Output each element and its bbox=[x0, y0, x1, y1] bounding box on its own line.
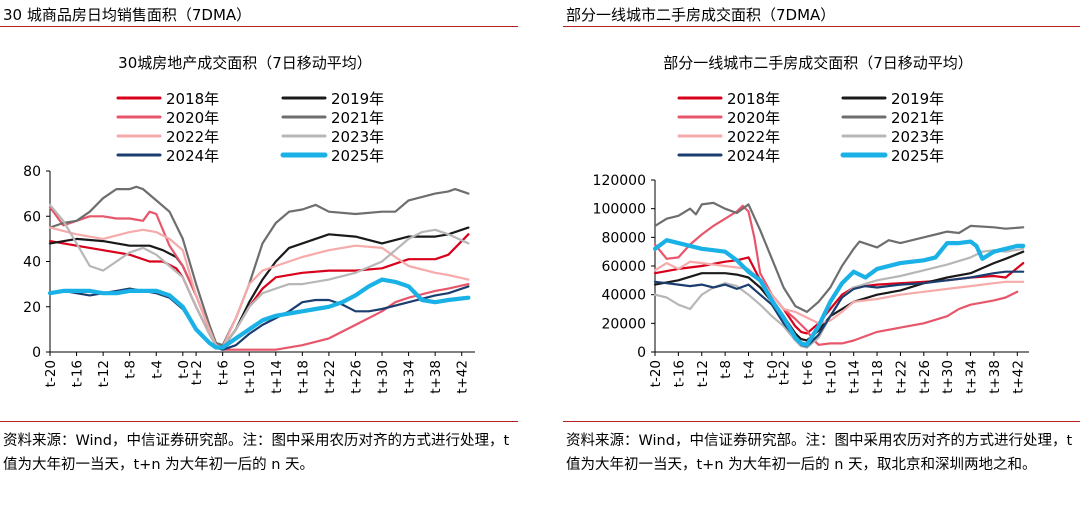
legend-label: 2018年 bbox=[166, 90, 219, 108]
legend-label: 2024年 bbox=[727, 147, 780, 165]
chart-title: 部分一线城市二手房成交面积（7日移动平均） bbox=[663, 54, 973, 72]
source-note: 资料来源：Wind，中信证券研究部。注：图中采用农历对齐的方式进行处理，t 值为… bbox=[566, 433, 1073, 473]
series-line-2021年 bbox=[653, 201, 1025, 313]
legend-label: 2025年 bbox=[891, 147, 944, 165]
x-tick-label: t+34 bbox=[964, 360, 980, 394]
legend-label: 2021年 bbox=[891, 109, 944, 127]
chart-tier1-secondhand-transaction-area: 部分一线城市二手房成交面积（7日移动平均） 2018年 2019年 2020年 2021… bbox=[593, 54, 1029, 394]
panel-header: 部分一线城市二手房成交面积（7DMA） bbox=[566, 6, 836, 24]
x-tick-label: t+6 bbox=[800, 360, 816, 385]
x-tick-label: t+14 bbox=[269, 360, 285, 394]
legend-label: 2020年 bbox=[166, 109, 219, 127]
x-tick-label: t-12 bbox=[96, 360, 112, 387]
legend-label: 2019年 bbox=[331, 90, 384, 108]
x-tick-label: t+30 bbox=[375, 360, 391, 394]
header-divider bbox=[0, 26, 518, 27]
series-line-2024年 bbox=[653, 270, 1025, 348]
legend-label: 2018年 bbox=[727, 90, 780, 108]
x-tick-label: t-8 bbox=[718, 360, 734, 379]
x-tick-label: t-0 bbox=[176, 360, 192, 379]
x-tick-label: t-0 bbox=[765, 360, 781, 379]
series-line-2025年 bbox=[47, 277, 471, 350]
y-tick-label: 100000 bbox=[593, 202, 646, 218]
x-tick-label: t-16 bbox=[671, 360, 687, 387]
legend-label: 2023年 bbox=[331, 128, 384, 146]
series-line-2022年 bbox=[48, 226, 470, 349]
legend-label: 2023年 bbox=[891, 128, 944, 146]
y-tick-label: 60 bbox=[23, 209, 41, 225]
x-tick-label: t+30 bbox=[940, 360, 956, 394]
x-tick-label: t+34 bbox=[402, 360, 418, 394]
y-tick-label: 120000 bbox=[593, 173, 646, 189]
x-tick-label: t+18 bbox=[870, 360, 886, 394]
y-tick-label: 60000 bbox=[601, 259, 646, 275]
legend-label: 2024年 bbox=[166, 147, 219, 165]
source-note: 资料来源：Wind，中信证券研究部。注：图中采用农历对齐的方式进行处理，t 值为… bbox=[3, 433, 510, 473]
x-tick-label: t+42 bbox=[1010, 360, 1026, 394]
y-tick-label: 80 bbox=[23, 164, 41, 180]
x-tick-label: t-4 bbox=[742, 360, 758, 379]
chart-panel-30-cities: 30 城商品房日均销售面积（7DMA） 30城房地产成交面积（7日移动平均） 20… bbox=[0, 0, 518, 505]
series-line-2018年 bbox=[653, 256, 1025, 335]
series-line-2025年 bbox=[652, 238, 1026, 347]
x-tick-label: t+26 bbox=[917, 360, 933, 394]
x-tick-label: t-16 bbox=[70, 360, 86, 387]
y-tick-label: 20 bbox=[23, 300, 41, 316]
chart-panel-tier1-secondhand: 部分一线城市二手房成交面积（7DMA） 部分一线城市二手房成交面积（7日移动平均… bbox=[563, 0, 1080, 505]
legend-label: 2019年 bbox=[891, 90, 944, 108]
y-tick-label: 20000 bbox=[601, 316, 646, 332]
x-tick-label: t-8 bbox=[123, 360, 139, 379]
series-line-2023年 bbox=[48, 203, 470, 349]
legend-label: 2022年 bbox=[166, 128, 219, 146]
x-tick-label: t+38 bbox=[428, 360, 444, 394]
x-tick-label: t-12 bbox=[695, 360, 711, 387]
x-tick-label: t+22 bbox=[322, 360, 338, 394]
x-tick-label: t+38 bbox=[987, 360, 1003, 394]
x-tick-label: t-4 bbox=[149, 360, 165, 379]
x-tick-label: t-20 bbox=[648, 360, 664, 387]
x-tick-label: t+6 bbox=[216, 360, 232, 385]
legend-label: 2020年 bbox=[727, 109, 780, 127]
legend-label: 2021年 bbox=[331, 109, 384, 127]
x-tick-label: t+2 bbox=[189, 360, 205, 385]
x-tick-label: t+26 bbox=[348, 360, 364, 394]
series-line-2022年 bbox=[653, 260, 1025, 325]
x-tick-label: t+10 bbox=[823, 360, 839, 394]
x-tick-label: t+10 bbox=[242, 360, 258, 394]
header-divider bbox=[563, 26, 1080, 27]
x-tick-label: t+22 bbox=[893, 360, 909, 394]
x-tick-label: t+2 bbox=[777, 360, 793, 385]
y-tick-label: 40000 bbox=[601, 288, 646, 304]
x-tick-label: t+42 bbox=[455, 360, 471, 394]
legend-label: 2022年 bbox=[727, 128, 780, 146]
y-tick-label: 0 bbox=[637, 345, 646, 361]
series-line-2023年 bbox=[653, 247, 1025, 349]
y-tick-label: 80000 bbox=[601, 230, 646, 246]
series-line-2020年 bbox=[653, 204, 1019, 346]
series-line-2024年 bbox=[48, 285, 470, 351]
y-tick-label: 0 bbox=[32, 345, 41, 361]
x-tick-label: t+14 bbox=[847, 360, 863, 394]
x-tick-label: t+18 bbox=[295, 360, 311, 394]
y-tick-label: 40 bbox=[23, 255, 41, 271]
panel-header: 30 城商品房日均销售面积（7DMA） bbox=[3, 6, 252, 24]
footer-divider bbox=[563, 421, 1080, 422]
chart-title: 30城房地产成交面积（7日移动平均） bbox=[118, 54, 372, 72]
x-tick-label: t-20 bbox=[43, 360, 59, 387]
legend-label: 2025年 bbox=[331, 147, 384, 165]
footer-divider bbox=[0, 421, 518, 422]
